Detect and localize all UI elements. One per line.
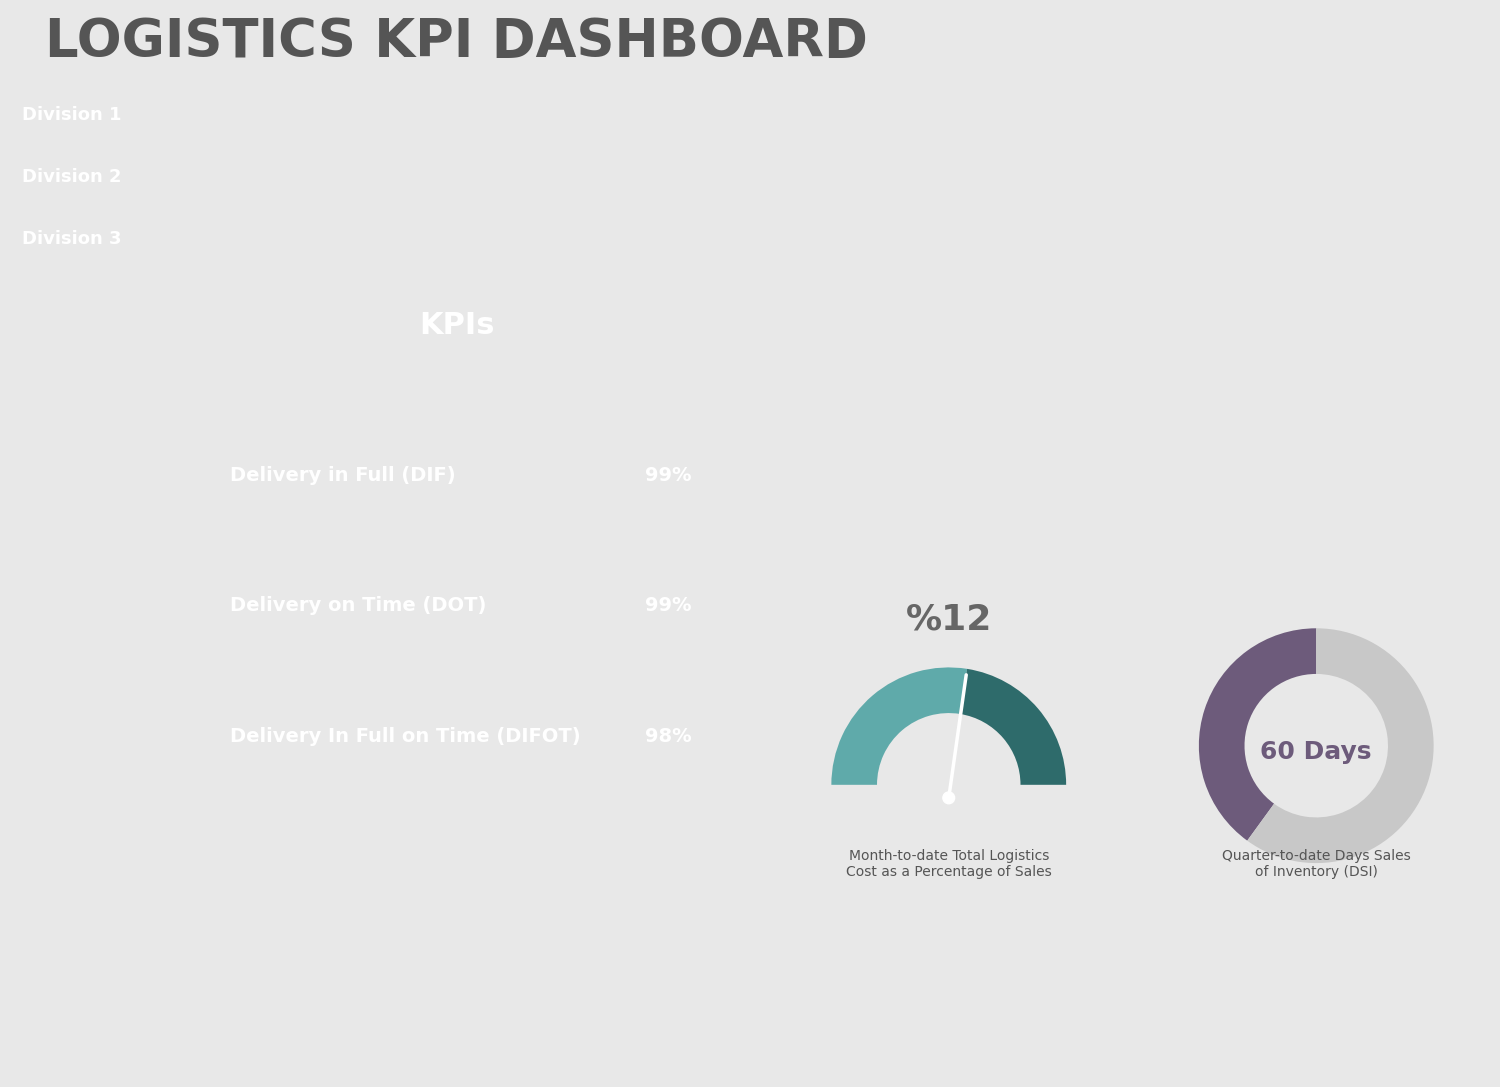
Text: 99%: 99% — [645, 597, 692, 615]
Text: Delivery on Time (DOT): Delivery on Time (DOT) — [230, 597, 486, 615]
Circle shape — [944, 792, 954, 803]
Text: Quarter-to-date Days Sales
of Inventory (DSI): Quarter-to-date Days Sales of Inventory … — [1222, 849, 1410, 879]
Text: Month-to-date Total Logistics
Cost as a Percentage of Sales: Month-to-date Total Logistics Cost as a … — [846, 849, 1052, 879]
Text: Delivery in Full (DIF): Delivery in Full (DIF) — [230, 466, 456, 485]
Wedge shape — [1246, 628, 1434, 863]
Wedge shape — [960, 669, 1066, 785]
Text: 60 Days: 60 Days — [1260, 740, 1372, 764]
Text: Division 3: Division 3 — [22, 229, 122, 248]
Text: %12: %12 — [906, 602, 992, 636]
Wedge shape — [831, 667, 968, 785]
Text: LOGISTICS KPI DASHBOARD: LOGISTICS KPI DASHBOARD — [45, 16, 868, 68]
Text: Delivery In Full on Time (DIFOT): Delivery In Full on Time (DIFOT) — [230, 727, 580, 746]
Text: 99%: 99% — [645, 466, 692, 485]
Text: 98%: 98% — [645, 727, 692, 746]
Wedge shape — [1198, 628, 1317, 840]
Text: KPIs: KPIs — [420, 311, 495, 340]
Text: Division 1: Division 1 — [22, 105, 122, 124]
Text: Division 2: Division 2 — [22, 167, 122, 186]
